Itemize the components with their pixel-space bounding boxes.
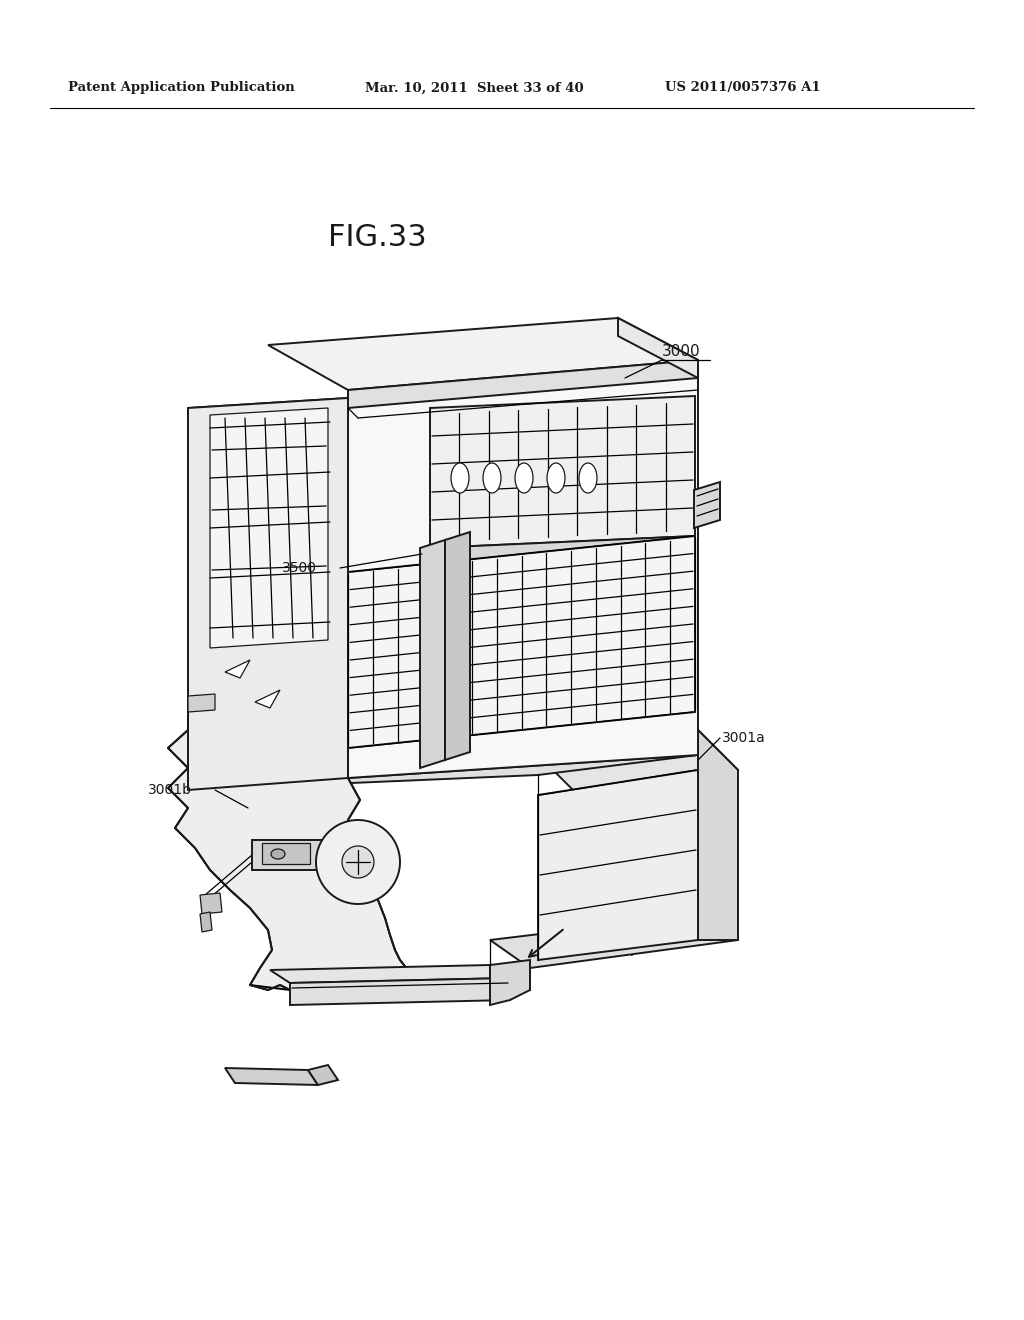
Polygon shape (188, 755, 698, 789)
Polygon shape (430, 396, 695, 548)
Polygon shape (698, 730, 738, 940)
Ellipse shape (271, 849, 285, 859)
Polygon shape (618, 318, 698, 378)
Polygon shape (188, 399, 348, 789)
Polygon shape (200, 894, 222, 913)
Polygon shape (225, 660, 250, 678)
Polygon shape (252, 840, 358, 870)
Polygon shape (225, 1068, 318, 1085)
Polygon shape (262, 843, 310, 865)
Polygon shape (210, 408, 328, 648)
Polygon shape (490, 968, 530, 990)
Ellipse shape (483, 463, 501, 492)
Ellipse shape (579, 463, 597, 492)
Text: FIG.33: FIG.33 (328, 223, 427, 252)
Text: 3001b: 3001b (148, 783, 193, 797)
Polygon shape (538, 770, 698, 960)
Circle shape (316, 820, 400, 904)
Polygon shape (188, 399, 348, 700)
Text: Patent Application Publication: Patent Application Publication (68, 82, 295, 95)
Polygon shape (255, 690, 280, 708)
Polygon shape (308, 1065, 338, 1085)
Polygon shape (348, 536, 695, 748)
Ellipse shape (451, 463, 469, 492)
Text: PULL-OUT: PULL-OUT (570, 928, 628, 941)
Polygon shape (490, 960, 530, 1005)
Polygon shape (268, 318, 698, 389)
Text: US 2011/0057376 A1: US 2011/0057376 A1 (665, 82, 820, 95)
Text: 3500: 3500 (282, 561, 317, 576)
Polygon shape (430, 536, 695, 572)
Text: 3000: 3000 (662, 345, 700, 359)
Polygon shape (348, 360, 698, 408)
Polygon shape (200, 912, 212, 932)
Polygon shape (420, 540, 445, 768)
Polygon shape (168, 690, 432, 995)
Polygon shape (290, 978, 510, 1005)
Ellipse shape (515, 463, 534, 492)
Circle shape (342, 846, 374, 878)
Ellipse shape (547, 463, 565, 492)
Polygon shape (188, 694, 215, 711)
Text: DIRECTION: DIRECTION (570, 945, 635, 958)
Polygon shape (348, 372, 698, 777)
Polygon shape (270, 965, 510, 983)
Text: Mar. 10, 2011  Sheet 33 of 40: Mar. 10, 2011 Sheet 33 of 40 (365, 82, 584, 95)
Polygon shape (445, 532, 470, 760)
Polygon shape (490, 915, 738, 968)
Polygon shape (694, 482, 720, 528)
Polygon shape (538, 730, 738, 795)
Text: 3001a: 3001a (722, 731, 766, 744)
